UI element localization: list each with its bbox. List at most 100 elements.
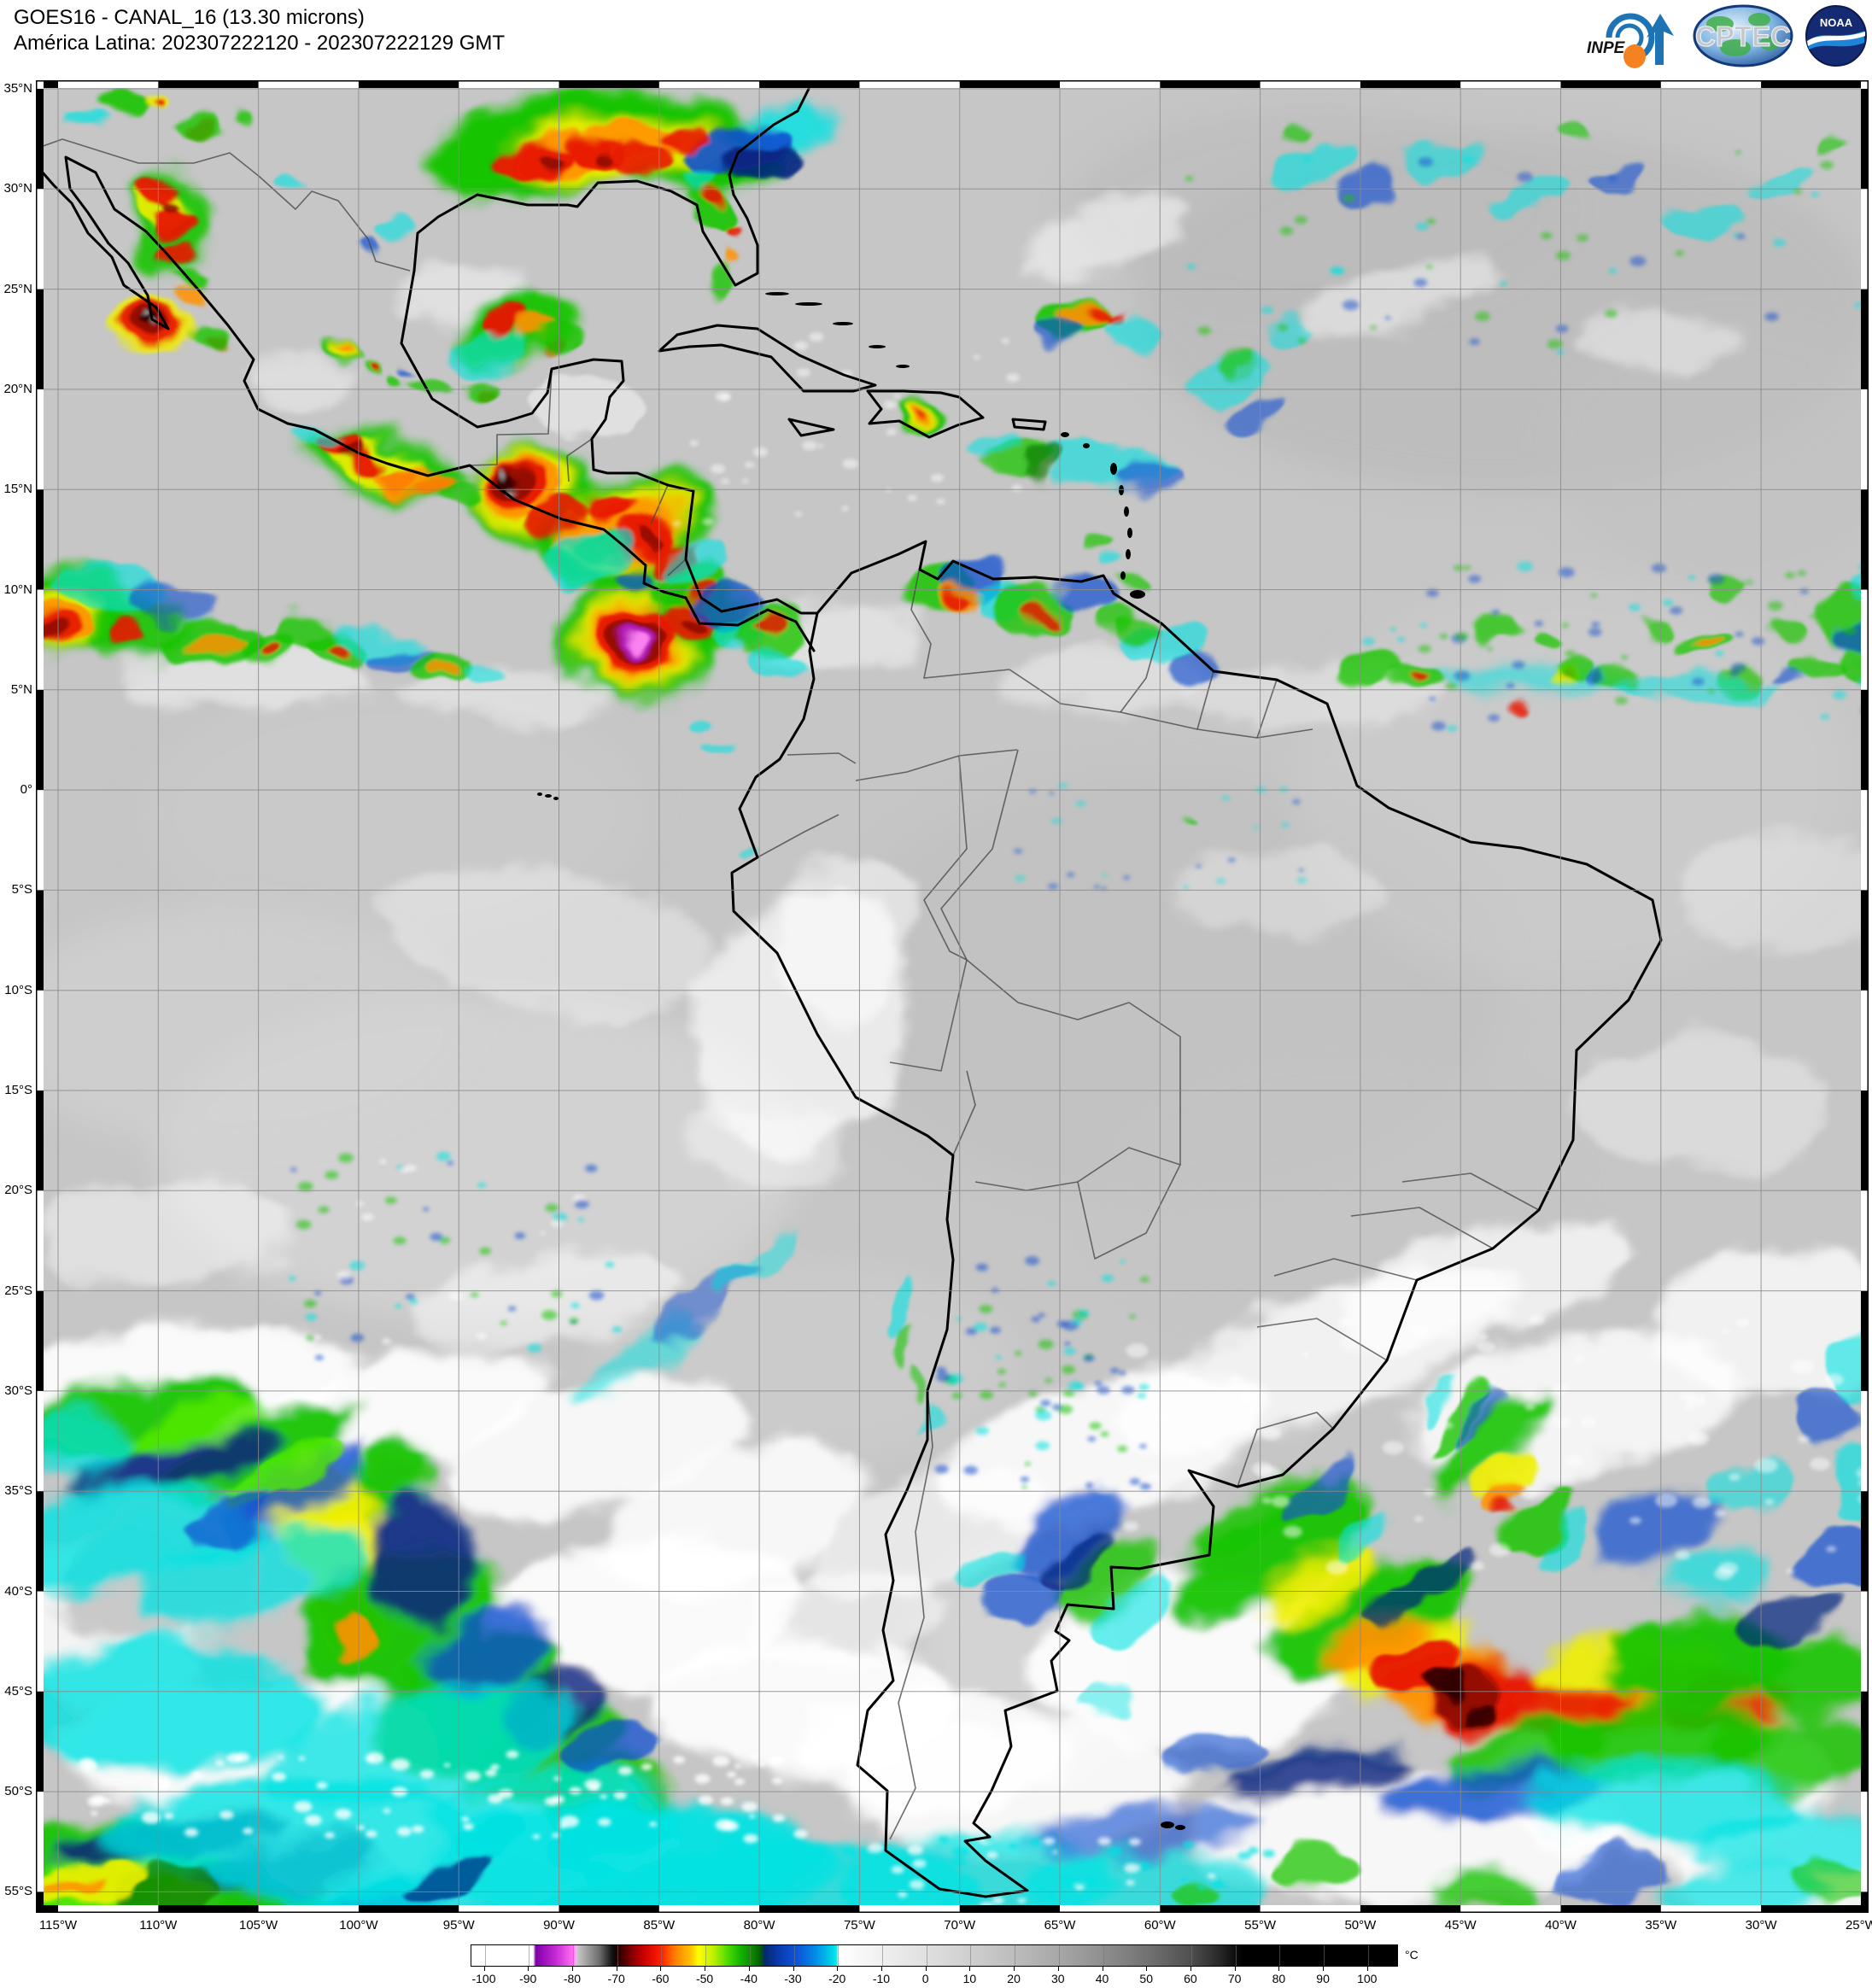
colorbar-tick-mark [571,1967,573,1971]
colorbar-tick [881,1945,883,1966]
colorbar-gradient [471,1945,1397,1966]
colorbar-tick [572,1945,574,1966]
lon-label: 100°W [339,1918,378,1932]
lon-label: 55°W [1244,1918,1277,1932]
page-subtitle: América Latina: 202307222120 - 202307222… [14,32,506,55]
colorbar-tick-mark [1014,1967,1015,1971]
colorbar-tick [838,1945,839,1966]
colorbar-tick-mark [528,1967,529,1971]
colorbar-label: 30 [1051,1972,1065,1985]
lon-label: 40°W [1545,1918,1577,1932]
lat-label: 50°S [4,1784,32,1799]
lon-label: 95°W [442,1918,475,1932]
inpe-logo-icon: INPE [1587,13,1674,68]
lon-label: 70°W [944,1918,976,1932]
colorbar-tick [1367,1945,1369,1966]
colorbar-label: -10 [872,1972,891,1985]
lon-label: 30°W [1745,1918,1777,1932]
lat-label: 35°N [3,81,32,96]
lon-label: 65°W [1044,1918,1076,1932]
lat-label: 25°N [3,281,32,296]
colorbar-tick-mark [1190,1967,1191,1971]
lat-label: 30°N [3,181,32,196]
colorbar-tick-mark [793,1967,794,1971]
lon-label: 60°W [1144,1918,1176,1932]
lon-label: 105°W [239,1918,278,1932]
temperature-colorbar [471,1944,1398,1967]
colorbar-tick-mark [1234,1967,1236,1971]
lat-label: 35°S [4,1483,32,1499]
cptec-logo-text: CPTEC [1695,20,1791,52]
satellite-map-canvas [36,80,1869,1913]
lat-label: 40°S [4,1583,32,1599]
colorbar-label: 70 [1227,1972,1242,1985]
lon-label: 85°W [643,1918,676,1932]
colorbar-tick [617,1945,618,1966]
lon-label: 110°W [139,1918,178,1932]
colorbar-tick [970,1945,972,1966]
lat-label: 30°S [4,1383,32,1398]
satellite-imagery [36,80,1869,1913]
colorbar-label: -70 [607,1972,625,1985]
colorbar-tick-mark [880,1967,882,1971]
lat-label: 15°S [4,1083,32,1097]
colorbar-tick-mark [1146,1967,1148,1971]
colorbar-label: 80 [1272,1972,1286,1985]
colorbar-label: -100 [471,1972,496,1985]
colorbar-tick [484,1945,486,1966]
colorbar-label: 20 [1007,1972,1021,1985]
colorbar-label: 60 [1184,1972,1197,1985]
colorbar-tick [705,1945,707,1966]
colorbar-tick [1235,1945,1237,1966]
lon-label: 35°W [1645,1918,1677,1932]
colorbar-label: -20 [828,1972,846,1985]
colorbar-tick-mark [925,1967,927,1971]
header: GOES16 - CANAL_16 (13.30 microns) Améric… [14,5,505,56]
colorbar-label: -60 [652,1972,670,1985]
colorbar-tick-mark [1323,1967,1325,1971]
lon-label: 115°W [38,1918,78,1932]
colorbar-label: 90 [1316,1972,1330,1985]
colorbar-label: 0 [921,1972,929,1985]
colorbar-tick-mark [483,1967,485,1971]
colorbar-tick-mark [837,1967,839,1971]
lat-label: 20°N [3,381,32,396]
colorbar-tick-mark [748,1967,750,1971]
colorbar-tick [1147,1945,1149,1966]
cptec-logo-icon: CPTEC [1693,4,1793,67]
colorbar-label: 50 [1139,1972,1153,1985]
page-title: GOES16 - CANAL_16 (13.30 microns) [14,6,365,29]
colorbar-unit: °C [1405,1948,1419,1962]
colorbar-tick [1190,1945,1192,1966]
lat-label: 5°N [10,681,32,697]
colorbar-tick-mark [660,1967,662,1971]
lon-label: 90°W [543,1918,575,1932]
lat-label: 55°S [4,1884,32,1899]
lat-label: 10°N [3,582,32,597]
inpe-logo-text: INPE [1587,39,1626,57]
colorbar-label: 10 [962,1972,977,1985]
lat-label: 5°S [11,882,32,898]
lon-label: 50°W [1344,1918,1377,1932]
lat-label: 20°S [4,1183,32,1198]
colorbar-label: -30 [784,1972,802,1985]
colorbar-tick-mark [969,1967,971,1971]
colorbar-tick [793,1945,795,1966]
colorbar-tick [1058,1945,1060,1966]
colorbar-label: -50 [695,1972,714,1985]
lon-label: 75°W [843,1918,875,1932]
colorbar-tick-mark [1366,1967,1368,1971]
colorbar-label: -90 [519,1972,537,1985]
lon-label: 45°W [1444,1918,1477,1932]
lat-label: 15°N [3,482,32,497]
logo-strip: INPE CPTEC NOAA [1580,3,1869,68]
colorbar-label: 40 [1095,1972,1109,1985]
noaa-logo-text: NOAA [1820,16,1853,29]
colorbar-label: 100 [1357,1972,1378,1985]
colorbar-tick [1324,1945,1325,1966]
lat-label: 0° [20,782,32,798]
lat-label: 10°S [4,982,32,997]
noaa-logo-icon: NOAA [1805,5,1867,67]
colorbar-tick [1279,1945,1281,1966]
